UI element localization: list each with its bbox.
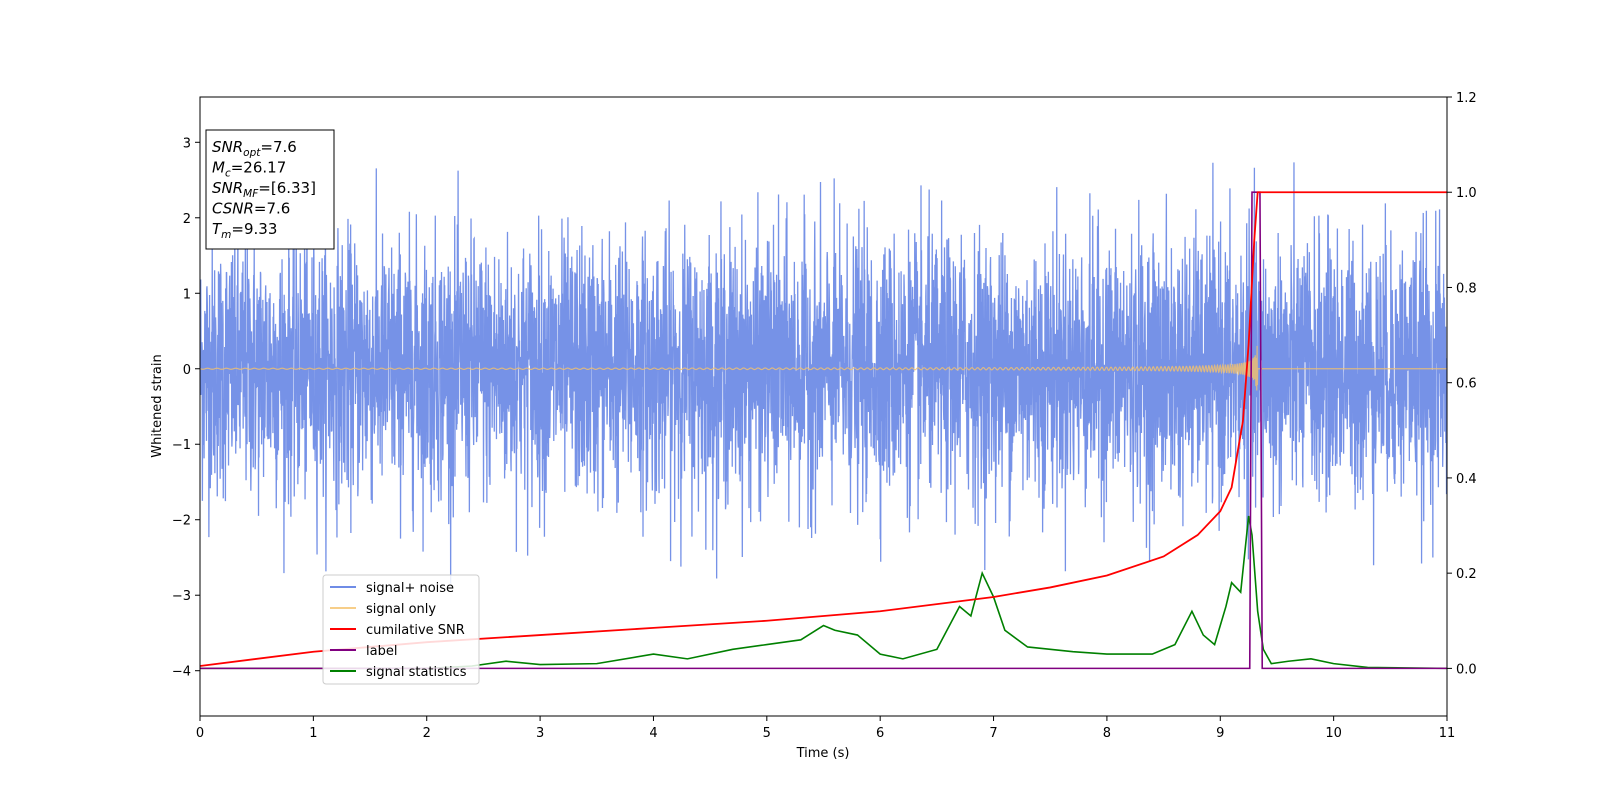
plot-frame: [199, 96, 1448, 717]
series-signal-only: [200, 345, 1447, 391]
x-tick-label: 11: [1439, 726, 1456, 741]
info-box-frame: [205, 129, 335, 250]
info-main: M: [212, 159, 225, 177]
info-value: =7.6: [260, 138, 296, 156]
y-left-tick-label: 1: [183, 287, 191, 302]
x-tick-label: 4: [649, 726, 657, 741]
ticks-layer: 0 1 2 3 4 5 6 7 8 9 10 11 −4 −3 −2 −1 0 1 2 3 0.0 0.2 0.4 0.6 0.…: [172, 91, 1477, 741]
x-tick-label: 8: [1103, 726, 1111, 741]
info-main: SNR: [212, 138, 243, 156]
series-cumulative-snr: [200, 191, 1447, 667]
legend-frame: [322, 574, 480, 685]
info-sub: c: [225, 168, 231, 180]
y-left-tick-label: −3: [172, 589, 191, 604]
y-axis-label: Whitened strain: [150, 354, 165, 457]
info-box: SNRopt=7.6Mc=26.17SNRMF=[6.33]CSNR=7.6Tm…: [205, 129, 335, 250]
info-main: SNR: [212, 179, 243, 197]
info-box-line: Tm=9.33: [212, 220, 277, 241]
info-box-line: CSNR=7.6: [212, 200, 290, 218]
x-tick-label: 1: [309, 726, 317, 741]
info-value: =9.33: [231, 220, 277, 238]
x-tick-label: 7: [989, 726, 997, 741]
y-right-tick-label: 0.0: [1456, 662, 1477, 677]
info-sub: MF: [243, 188, 259, 200]
y-left-tick-label: −4: [172, 665, 191, 680]
x-tick-label: 9: [1216, 726, 1224, 741]
y-left-tick-label: 0: [183, 363, 191, 378]
info-main: CSNR: [212, 200, 254, 218]
info-sub: opt: [243, 147, 261, 159]
x-tick-label: 2: [423, 726, 431, 741]
info-box-line: Mc=26.17: [212, 159, 286, 180]
series-layer: [200, 162, 1447, 670]
x-axis-label: Time (s): [796, 746, 850, 761]
legend-label: signal+ noise: [366, 581, 454, 596]
y-left-tick-label: 2: [183, 212, 191, 227]
info-value: =26.17: [231, 159, 287, 177]
series-label: [200, 191, 1447, 670]
y-left-tick-label: 3: [183, 136, 191, 151]
info-value: =7.6: [254, 200, 290, 218]
y-right-tick-label: 0.4: [1456, 472, 1477, 487]
legend: signal+ noise signal only cumilative SNR la…: [322, 574, 480, 685]
y-right-tick-label: 0.8: [1456, 281, 1477, 296]
x-tick-label: 6: [876, 726, 884, 741]
info-main: T: [212, 220, 223, 238]
x-tick-label: 10: [1325, 726, 1342, 741]
y-right-tick-label: 1.2: [1456, 91, 1477, 106]
info-value: =[6.33]: [258, 179, 316, 197]
info-box-line: SNRMF=[6.33]: [212, 179, 316, 200]
x-tick-label: 0: [196, 726, 204, 741]
series-signal-statistics: [200, 515, 1447, 670]
y-right-tick-label: 0.2: [1456, 567, 1477, 582]
info-box-line: SNRopt=7.6: [212, 138, 297, 159]
x-tick-label: 3: [536, 726, 544, 741]
legend-label: signal statistics: [366, 665, 467, 680]
series-signal-noise: [200, 162, 1447, 584]
legend-label: cumilative SNR: [366, 623, 465, 638]
info-sub: m: [221, 229, 231, 241]
y-right-tick-label: 1.0: [1456, 186, 1477, 201]
y-left-tick-label: −2: [172, 514, 191, 529]
x-tick-label: 5: [763, 726, 771, 741]
y-right-tick-label: 0.6: [1456, 377, 1477, 392]
legend-label: signal only: [366, 602, 436, 617]
legend-label: label: [366, 644, 397, 659]
y-left-tick-label: −1: [172, 438, 191, 453]
